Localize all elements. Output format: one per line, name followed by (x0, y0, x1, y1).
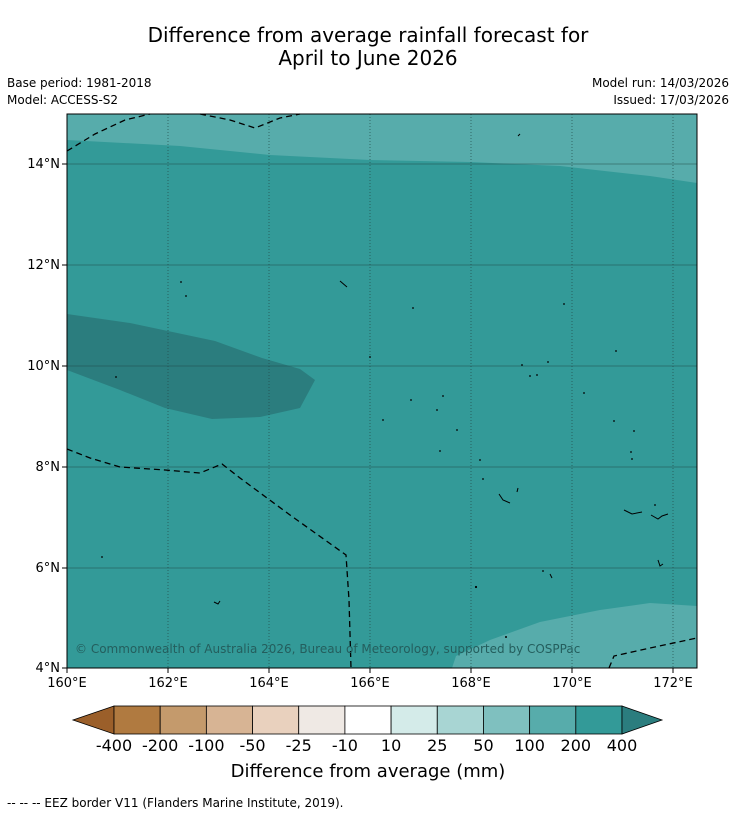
lat-label: 14°N (27, 157, 60, 172)
colorbar-tick-label: -50 (239, 736, 266, 755)
longitude-labels: 160°E 162°E 164°E 166°E 168°E 170°E 172°… (47, 676, 693, 691)
colorbar-tick-label: -100 (188, 736, 225, 755)
lon-label: 166°E (350, 676, 390, 691)
axis-ticks (62, 163, 674, 673)
eez-borders (66, 113, 698, 669)
colorbar-arrow-left (71, 705, 115, 735)
lon-label: 160°E (47, 676, 87, 691)
colorbar-swatch (298, 705, 346, 735)
latitude-gridlines (67, 163, 697, 569)
colorbar-tick-label: 200 (560, 736, 592, 755)
map-region-lighter-north (67, 114, 697, 183)
colorbar-swatch (575, 705, 623, 735)
colorbar-arrow-right (621, 705, 664, 735)
lon-label: 170°E (552, 676, 592, 691)
small-islands (101, 281, 656, 638)
colorbar-swatch (390, 705, 438, 735)
islands (213, 118, 698, 605)
colorbar-tick-label: 400 (606, 736, 638, 755)
colorbar (71, 705, 664, 735)
map-title-line-2: April to June 2026 (278, 46, 458, 70)
issued-date: Issued: 17/03/2026 (613, 93, 729, 107)
lon-label: 172°E (653, 676, 693, 691)
colorbar-tick-label: 50 (473, 736, 494, 755)
colorbar-tick-label: 25 (427, 736, 448, 755)
lat-label: 4°N (36, 661, 61, 676)
colorbar-swatch (344, 705, 392, 735)
lat-label: 12°N (27, 258, 60, 273)
colorbar-tick-label: 10 (380, 736, 402, 755)
copyright-attribution: © Commonwealth of Australia 2026, Bureau… (75, 642, 580, 656)
colorbar-swatch (483, 705, 531, 735)
lat-label: 8°N (36, 460, 61, 475)
lon-label: 164°E (249, 676, 289, 691)
colorbar-title: Difference from average (mm) (230, 761, 506, 782)
longitude-gridlines (167, 114, 674, 668)
model-run-date: Model run: 14/03/2026 (591, 76, 729, 90)
colorbar-swatch (205, 705, 253, 735)
colorbar-tick-label: -400 (95, 736, 133, 755)
colorbar-tick-label: -25 (285, 736, 312, 755)
colorbar-tick-label: -10 (331, 736, 358, 755)
map-title-line-1: Difference from average rainfall forecas… (147, 23, 589, 47)
colorbar-swatch (113, 705, 161, 735)
eez-footnote: -- -- -- EEZ border V11 (Flanders Marine… (7, 796, 344, 810)
latitude-labels: 14°N 12°N 10°N 8°N 6°N 4°N (27, 157, 60, 676)
colorbar-swatch (159, 705, 207, 735)
colorbar-tick-label: -200 (142, 736, 179, 755)
colorbar-tick-label: 100 (514, 736, 545, 755)
base-period: Base period: 1981-2018 (7, 76, 152, 90)
lon-label: 168°E (451, 676, 491, 691)
colorbar-swatch (529, 705, 577, 735)
map-region-darker-west (67, 314, 315, 419)
colorbar-swatch (436, 705, 484, 735)
model-name: Model: ACCESS-S2 (7, 93, 119, 107)
map-frame (66, 113, 698, 669)
lat-label: 10°N (27, 359, 60, 374)
lat-label: 6°N (36, 561, 61, 576)
colorbar-swatch (252, 705, 300, 735)
lon-label: 162°E (148, 676, 188, 691)
